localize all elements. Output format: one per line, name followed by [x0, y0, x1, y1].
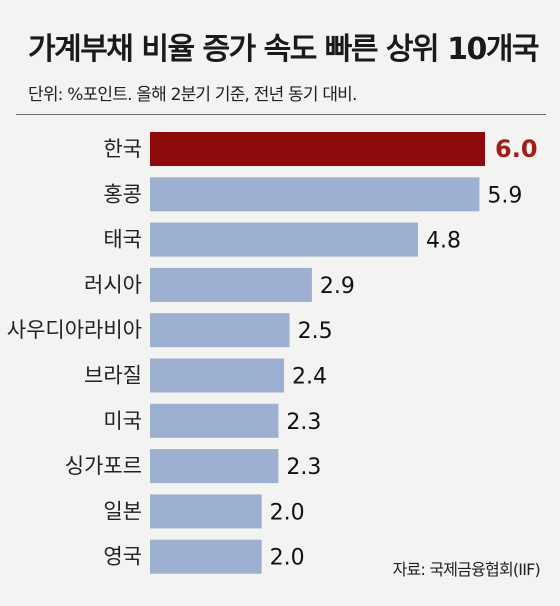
bar-4: [150, 267, 312, 302]
category-label: 사우디아라비아: [7, 318, 142, 342]
category-label: 일본: [103, 499, 142, 523]
category-label: 브라질: [84, 364, 142, 388]
bar-10: [150, 539, 262, 574]
value-label: 2.0: [270, 500, 305, 525]
bar-6: [150, 358, 284, 393]
value-label: 2.4: [292, 365, 327, 390]
value-label: 6.0: [495, 135, 538, 163]
category-label: 홍콩: [103, 182, 142, 206]
value-label: 2.3: [286, 410, 321, 435]
category-label: 태국: [103, 228, 142, 252]
value-label: 2.3: [286, 455, 321, 480]
bar-7: [150, 403, 279, 438]
value-label: 4.8: [426, 229, 461, 254]
category-label: 싱가포르: [65, 454, 142, 478]
category-label: 미국: [103, 409, 142, 433]
source-note: 자료: 국제금융협회(IIF): [392, 560, 541, 579]
category-label: 러시아: [84, 273, 142, 297]
value-label: 5.9: [487, 183, 522, 208]
bar-8: [150, 449, 279, 484]
bar-3: [150, 222, 418, 257]
chart-subtitle: 단위: %포인트. 올해 2분기 기준, 전년 동기 대비.: [28, 85, 357, 105]
value-label: 2.9: [320, 274, 355, 299]
bar-1: [150, 132, 485, 166]
chart-title: 가계부채 비율 증가 속도 빠른 상위 10개국: [28, 32, 540, 67]
bar-2: [150, 177, 480, 212]
value-label: 2.5: [298, 319, 333, 344]
title-divider: [16, 114, 546, 115]
category-label: 한국: [103, 137, 142, 161]
category-label: 영국: [103, 545, 142, 569]
bar-5: [150, 313, 290, 348]
bar-9: [150, 494, 262, 529]
value-label: 2.0: [270, 546, 305, 571]
